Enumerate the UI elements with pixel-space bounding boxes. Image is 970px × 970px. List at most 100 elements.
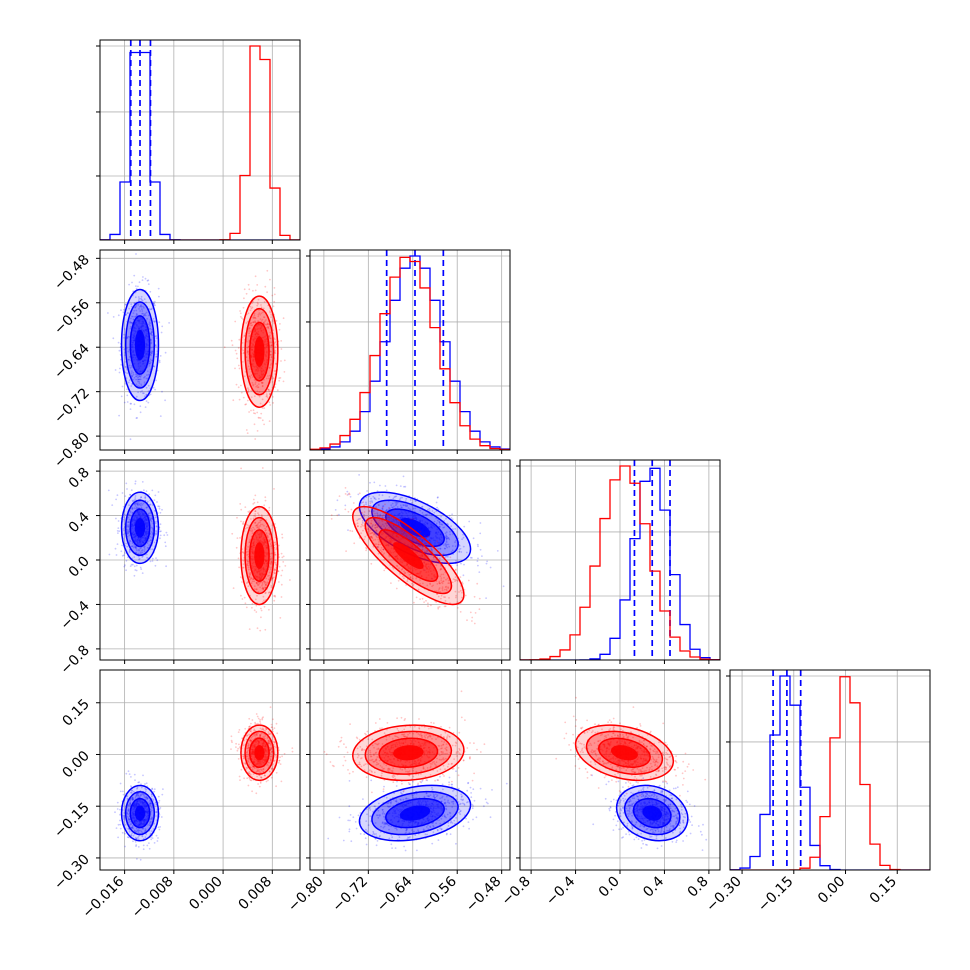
scatter-point xyxy=(159,537,161,540)
scatter-point xyxy=(234,349,237,352)
scatter-point xyxy=(250,739,253,742)
density-contour-red xyxy=(254,542,265,569)
scatter-point xyxy=(419,537,422,539)
scatter-point xyxy=(247,510,250,513)
scatter-point xyxy=(445,545,448,548)
scatter-point xyxy=(279,763,282,765)
scatter-point xyxy=(131,798,134,801)
scatter-point xyxy=(454,541,456,544)
scatter-point xyxy=(270,345,273,347)
scatter-point xyxy=(144,497,147,499)
scatter-point xyxy=(112,316,115,318)
scatter-point xyxy=(378,494,381,496)
scatter-point xyxy=(133,507,136,509)
scatter-point xyxy=(129,494,132,496)
scatter-point xyxy=(117,823,120,826)
scatter-point xyxy=(144,314,147,317)
scatter-point xyxy=(347,493,350,496)
scatter-point xyxy=(241,342,244,344)
scatter-point xyxy=(449,533,451,536)
scatter-point xyxy=(149,539,152,542)
scatter-point xyxy=(131,370,133,373)
scatter-point xyxy=(526,652,528,654)
scatter-point xyxy=(158,321,161,324)
scatter-point xyxy=(138,781,141,784)
scatter-point xyxy=(144,829,147,832)
scatter-point xyxy=(376,513,379,516)
scatter-point xyxy=(443,547,446,550)
scatter-point xyxy=(280,583,283,586)
scatter-point xyxy=(253,528,256,531)
scatter-point xyxy=(259,780,262,783)
scatter-point xyxy=(388,496,391,498)
scatter-point xyxy=(353,542,356,545)
density-contour-blue xyxy=(134,329,146,361)
scatter-point xyxy=(255,385,258,388)
scatter-point xyxy=(248,541,251,543)
scatter-point xyxy=(361,523,363,526)
scatter-point xyxy=(440,568,443,570)
scatter-point xyxy=(444,542,447,545)
scatter-point xyxy=(268,401,271,404)
scatter-point xyxy=(123,401,126,404)
scatter-point xyxy=(264,583,267,586)
scatter-point xyxy=(135,845,137,847)
scatter-point xyxy=(121,554,124,557)
scatter-point xyxy=(133,499,136,501)
scatter-point xyxy=(275,785,277,788)
scatter-point xyxy=(135,309,138,312)
scatter-point xyxy=(243,375,246,378)
scatter-point xyxy=(142,827,145,830)
scatter-point xyxy=(254,383,257,385)
scatter-point xyxy=(123,308,125,311)
scatter-point xyxy=(249,375,251,378)
scatter-point xyxy=(272,319,274,322)
scatter-point xyxy=(251,530,253,533)
scatter-point xyxy=(253,585,256,588)
scatter-point xyxy=(338,495,341,497)
scatter-point xyxy=(380,525,383,528)
scatter-point xyxy=(248,411,251,413)
scatter-point xyxy=(149,393,152,396)
scatter-point xyxy=(132,840,134,843)
scatter-point xyxy=(264,581,267,584)
scatter-point xyxy=(145,400,148,402)
scatter-point xyxy=(438,525,441,528)
scatter-point xyxy=(445,544,447,546)
scatter-point xyxy=(399,485,402,487)
scatter-point xyxy=(372,531,374,534)
scatter-point xyxy=(373,533,375,536)
scatter-point xyxy=(392,497,395,500)
scatter-point xyxy=(132,546,135,549)
scatter-point xyxy=(442,573,445,576)
scatter-point xyxy=(155,337,158,340)
scatter-point xyxy=(281,569,284,572)
scatter-point xyxy=(278,544,280,547)
scatter-point xyxy=(156,501,158,503)
scatter-point xyxy=(253,312,256,315)
scatter-point xyxy=(419,530,422,533)
scatter-point xyxy=(368,495,371,498)
scatter-point xyxy=(246,563,248,566)
scatter-point xyxy=(255,723,258,726)
scatter-point xyxy=(136,378,139,381)
scatter-point xyxy=(142,793,144,796)
scatter-point xyxy=(452,578,455,580)
scatter-point xyxy=(259,521,261,523)
scatter-point xyxy=(135,564,138,567)
scatter-point xyxy=(272,377,275,380)
panel-content xyxy=(310,460,528,660)
scatter-point xyxy=(139,391,142,393)
scatter-point xyxy=(262,307,265,310)
scatter-point xyxy=(260,607,262,610)
scatter-point xyxy=(381,523,384,526)
scatter-point xyxy=(356,519,359,522)
scatter-point xyxy=(152,528,154,531)
scatter-point xyxy=(374,543,376,545)
scatter-point xyxy=(444,561,446,564)
scatter-point xyxy=(157,801,160,804)
scatter-point xyxy=(236,749,239,752)
scatter-point xyxy=(116,494,119,497)
scatter-point xyxy=(116,530,119,532)
scatter-point xyxy=(231,532,234,535)
